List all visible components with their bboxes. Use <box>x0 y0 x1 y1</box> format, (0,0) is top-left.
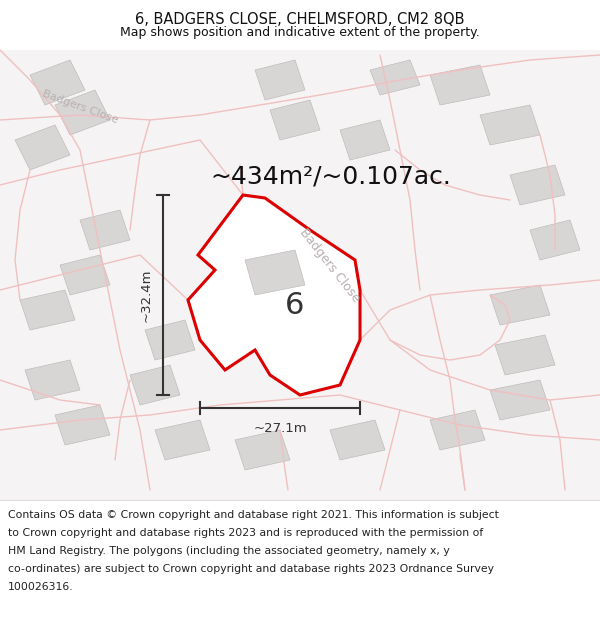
Text: ~27.1m: ~27.1m <box>253 422 307 435</box>
Text: Map shows position and indicative extent of the property.: Map shows position and indicative extent… <box>120 26 480 39</box>
Polygon shape <box>510 165 565 205</box>
Text: Badgers Close: Badgers Close <box>297 226 363 304</box>
Text: 6: 6 <box>286 291 305 319</box>
Polygon shape <box>490 285 550 325</box>
Text: to Crown copyright and database rights 2023 and is reproduced with the permissio: to Crown copyright and database rights 2… <box>8 528 483 538</box>
Polygon shape <box>480 105 540 145</box>
Polygon shape <box>80 210 130 250</box>
Polygon shape <box>235 430 290 470</box>
Bar <box>0 50 600 500</box>
Text: ~32.4m: ~32.4m <box>140 268 153 322</box>
Polygon shape <box>430 65 490 105</box>
Polygon shape <box>25 360 80 400</box>
Polygon shape <box>20 290 75 330</box>
Polygon shape <box>145 320 195 360</box>
Polygon shape <box>130 365 180 405</box>
Polygon shape <box>245 250 305 295</box>
Text: HM Land Registry. The polygons (including the associated geometry, namely x, y: HM Land Registry. The polygons (includin… <box>8 546 450 556</box>
Polygon shape <box>30 60 85 105</box>
Polygon shape <box>60 255 110 295</box>
Text: 6, BADGERS CLOSE, CHELMSFORD, CM2 8QB: 6, BADGERS CLOSE, CHELMSFORD, CM2 8QB <box>135 12 465 27</box>
Text: co-ordinates) are subject to Crown copyright and database rights 2023 Ordnance S: co-ordinates) are subject to Crown copyr… <box>8 564 494 574</box>
Polygon shape <box>495 335 555 375</box>
Polygon shape <box>15 125 70 170</box>
Polygon shape <box>340 120 390 160</box>
Polygon shape <box>330 420 385 460</box>
Polygon shape <box>188 195 360 395</box>
Polygon shape <box>55 405 110 445</box>
Polygon shape <box>255 60 305 100</box>
Polygon shape <box>270 100 320 140</box>
Polygon shape <box>490 380 550 420</box>
Text: ~434m²/~0.107ac.: ~434m²/~0.107ac. <box>210 165 451 189</box>
Text: Badgers Close: Badgers Close <box>41 89 119 126</box>
Polygon shape <box>55 90 110 135</box>
Polygon shape <box>530 220 580 260</box>
Polygon shape <box>430 410 485 450</box>
Text: 100026316.: 100026316. <box>8 582 74 592</box>
Polygon shape <box>155 420 210 460</box>
Text: Contains OS data © Crown copyright and database right 2021. This information is : Contains OS data © Crown copyright and d… <box>8 510 499 520</box>
Polygon shape <box>370 60 420 95</box>
